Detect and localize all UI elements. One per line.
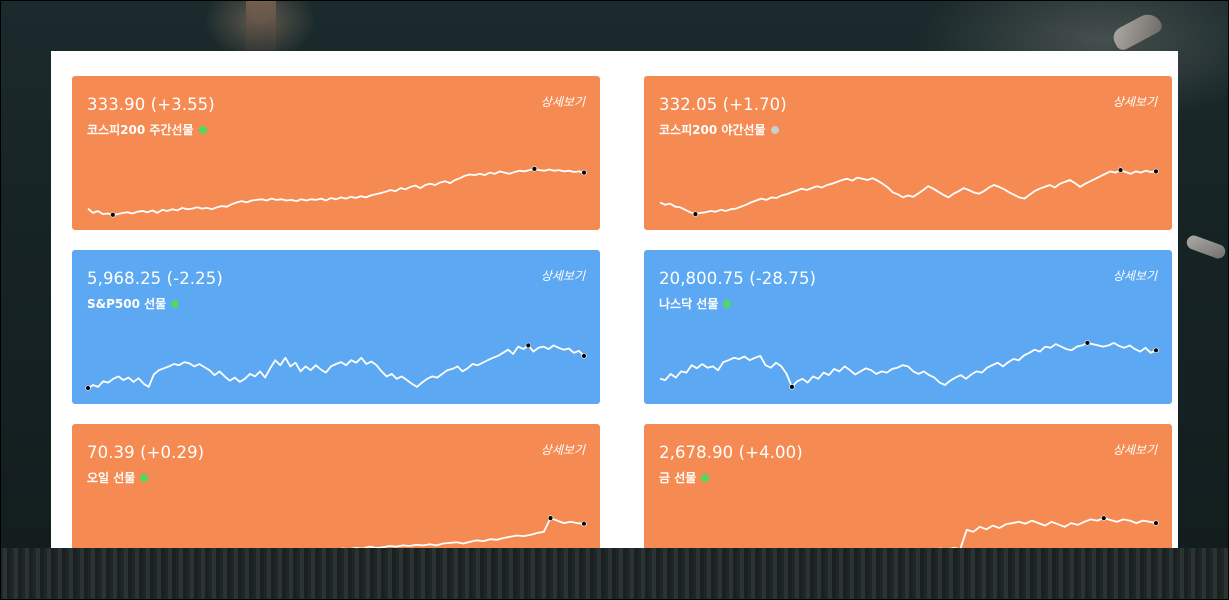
futures-name: 코스피200 야간선물 [659, 121, 779, 138]
futures-name-label: 코스피200 야간선물 [659, 123, 766, 137]
futures-name-label: 코스피200 주간선물 [87, 123, 194, 137]
status-dot-icon [701, 473, 710, 482]
sparkline-chart [340, 515, 587, 548]
futures-price: 20,800.75 (-28.75) [659, 269, 817, 288]
futures-price: 333.90 (+3.55) [87, 95, 215, 114]
sparkline-max-marker [1084, 340, 1091, 346]
sparkline-max-marker [531, 166, 538, 172]
detail-link[interactable]: 상세보기 [540, 443, 585, 457]
futures-name: 코스피200 주간선물 [87, 121, 207, 138]
sparkline-series [340, 517, 585, 548]
futures-price: 5,968.25 (-2.25) [87, 269, 223, 288]
sparkline-series [87, 344, 585, 389]
futures-name-label: 금 선물 [659, 471, 697, 485]
status-dot-icon [723, 299, 732, 308]
futures-price: 2,678.90 (+4.00) [659, 443, 803, 462]
sparkline-chart [659, 340, 1159, 390]
sparkline-series [87, 168, 585, 216]
sparkline-series [939, 517, 1157, 548]
futures-name-label: 오일 선물 [87, 471, 136, 485]
sparkline-min-marker [789, 384, 795, 390]
status-dot-icon [171, 299, 180, 308]
sparkline-min-marker [110, 212, 116, 218]
futures-panel: 333.90 (+3.55) 코스피200 주간선물 상세보기 332.05 (+1.… [51, 51, 1178, 548]
futures-price: 70.39 (+0.29) [87, 443, 205, 462]
futures-name-label: S&P500 선물 [87, 297, 167, 311]
futures-name: 오일 선물 [87, 469, 149, 486]
detail-link[interactable]: 상세보기 [1112, 95, 1157, 109]
background-road-light [246, 0, 276, 50]
sparkline-min-marker [85, 385, 91, 391]
sparkline-last-marker [581, 169, 587, 176]
futures-name: 금 선물 [659, 469, 710, 486]
sparkline-max-marker [1101, 515, 1107, 521]
sparkline-min-marker [692, 211, 699, 217]
sparkline-chart [939, 515, 1159, 548]
futures-name: S&P500 선물 [87, 295, 180, 312]
futures-price: 332.05 (+1.70) [659, 95, 787, 114]
sparkline-chart [659, 167, 1159, 217]
detail-link[interactable]: 상세보기 [1112, 269, 1157, 283]
detail-link[interactable]: 상세보기 [540, 269, 585, 283]
futures-card[interactable]: 70.39 (+0.29) 오일 선물 상세보기 [72, 424, 600, 548]
status-dot-icon [198, 125, 207, 134]
sparkline-last-marker [581, 520, 587, 527]
futures-name: 나스닥 선물 [659, 295, 732, 312]
futures-name-label: 나스닥 선물 [659, 297, 719, 311]
detail-link[interactable]: 상세보기 [540, 95, 585, 109]
sparkline-max-marker [1117, 167, 1124, 173]
sparkline-series [659, 342, 1157, 388]
sparkline-last-marker [581, 353, 587, 359]
sparkline-chart [87, 166, 587, 218]
status-dot-icon [770, 125, 779, 134]
status-dot-icon [140, 473, 149, 482]
futures-card[interactable]: 5,968.25 (-2.25) S&P500 선물 상세보기 [72, 250, 600, 404]
futures-card[interactable]: 333.90 (+3.55) 코스피200 주간선물 상세보기 [72, 76, 600, 230]
sparkline-last-marker [1153, 347, 1159, 354]
sparkline-last-marker [1153, 520, 1159, 526]
sparkline-max-marker [525, 342, 532, 349]
sparkline-last-marker [1153, 168, 1159, 175]
futures-card[interactable]: 20,800.75 (-28.75) 나스닥 선물 상세보기 [644, 250, 1172, 404]
detail-link[interactable]: 상세보기 [1112, 443, 1157, 457]
sparkline-series [659, 169, 1157, 216]
background-floor [0, 548, 1229, 600]
futures-card[interactable]: 332.05 (+1.70) 코스피200 야간선물 상세보기 [644, 76, 1172, 230]
sparkline-max-marker [547, 515, 554, 521]
futures-card[interactable]: 2,678.90 (+4.00) 금 선물 상세보기 [644, 424, 1172, 548]
sparkline-chart [85, 342, 587, 391]
